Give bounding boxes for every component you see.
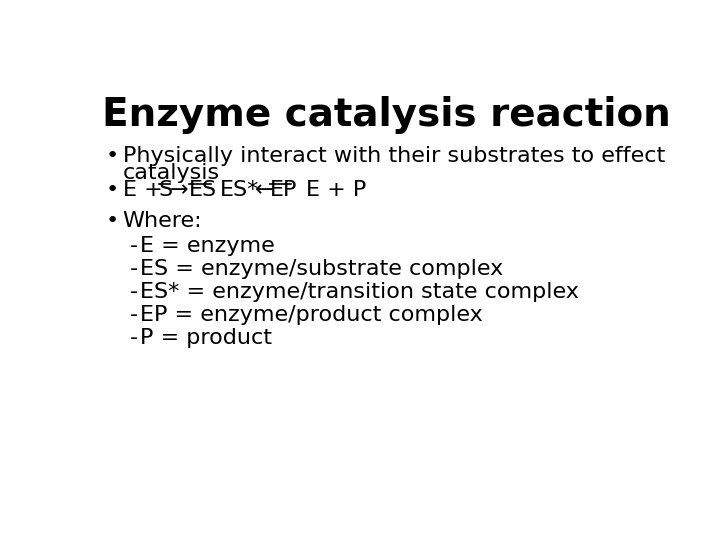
Text: EP = enzyme/product complex: EP = enzyme/product complex — [140, 305, 483, 325]
Text: •: • — [106, 180, 119, 200]
Text: ES: ES — [189, 180, 217, 200]
Text: •: • — [106, 211, 119, 231]
Text: •: • — [106, 146, 119, 166]
Text: P = product: P = product — [140, 328, 272, 348]
Text: -: - — [130, 305, 138, 325]
Text: ES*: ES* — [220, 180, 259, 200]
Text: Physically interact with their substrates to effect: Physically interact with their substrate… — [122, 146, 665, 166]
Text: ES = enzyme/substrate complex: ES = enzyme/substrate complex — [140, 259, 503, 279]
Text: Enzyme catalysis reaction: Enzyme catalysis reaction — [102, 96, 670, 133]
Text: S: S — [159, 180, 173, 200]
Text: catalysis: catalysis — [122, 163, 220, 183]
Text: -: - — [130, 236, 138, 256]
Text: E = enzyme: E = enzyme — [140, 236, 275, 256]
Text: ES* = enzyme/transition state complex: ES* = enzyme/transition state complex — [140, 282, 580, 302]
Text: Where:: Where: — [122, 211, 202, 231]
Text: -: - — [130, 282, 138, 302]
Text: ←: ← — [255, 180, 274, 200]
Text: EP: EP — [269, 180, 297, 200]
Text: E +: E + — [122, 180, 169, 200]
Text: -: - — [130, 259, 138, 279]
Text: E + P: E + P — [306, 180, 366, 200]
Text: →: → — [170, 180, 189, 200]
Text: -: - — [130, 328, 138, 348]
